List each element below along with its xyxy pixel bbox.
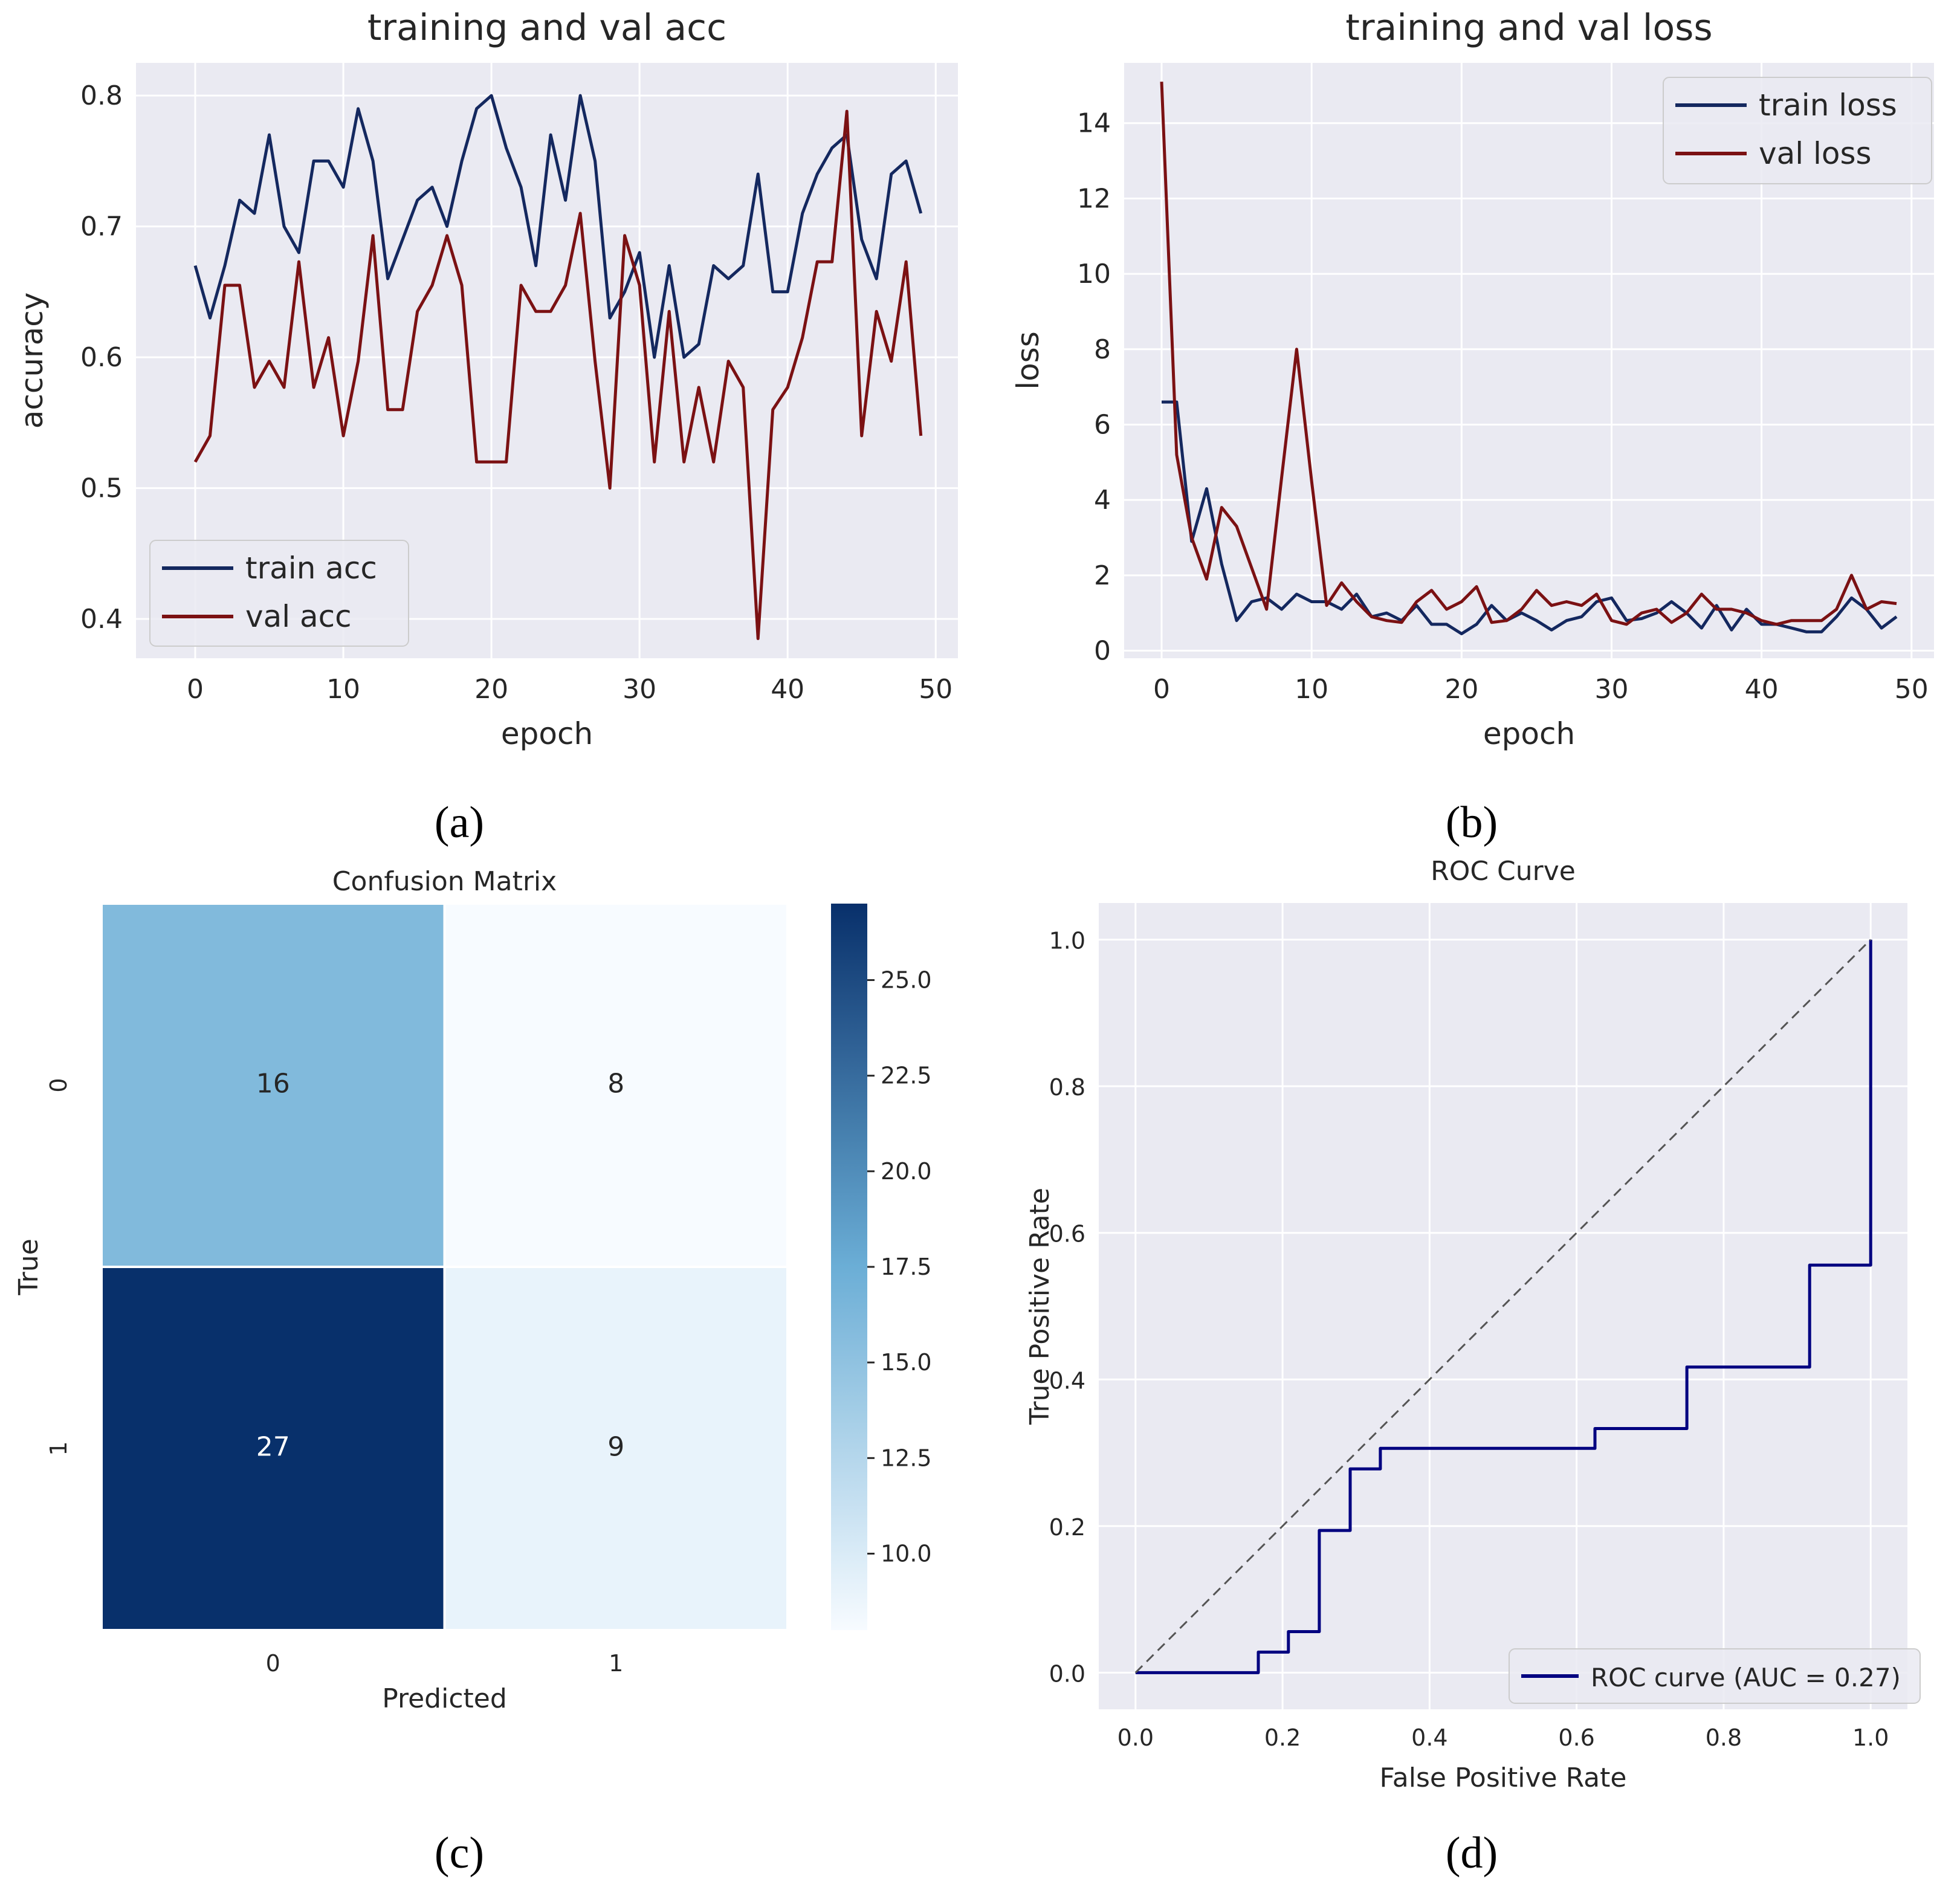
- series-line: [193, 109, 923, 640]
- legend-box: [1509, 1648, 1921, 1704]
- y-tick-label: 10: [1077, 259, 1111, 290]
- x-tick-label: 1: [609, 1650, 623, 1677]
- x-tick-label: 20: [474, 674, 508, 705]
- x-tick-label: 40: [771, 674, 804, 705]
- y-tick-label: 0.5: [80, 473, 123, 504]
- legend-label: ROC curve (AUC = 0.27): [1591, 1663, 1901, 1692]
- confusion-matrix-chart: Confusion Matrix 16 8 27 9 0 1 0 1 Predicted True 1…: [13, 866, 932, 1714]
- x-tick-label: 0.6: [1558, 1724, 1594, 1751]
- chart-title: training and val loss: [1345, 7, 1712, 49]
- y-tick-label: 14: [1077, 108, 1111, 139]
- series-line: [1160, 82, 1897, 626]
- panel-label-d: (d): [1446, 1828, 1498, 1878]
- y-tick-label: 0.2: [1049, 1514, 1085, 1541]
- y-axis-label: accuracy: [15, 293, 50, 429]
- y-tick-label: 0: [45, 1078, 72, 1092]
- y-tick-label: 0.4: [80, 604, 123, 635]
- y-tick-label: 0.0: [1049, 1660, 1085, 1687]
- panel-label-a: (a): [435, 798, 484, 847]
- colorbar-tick-label: 22.5: [881, 1063, 932, 1089]
- y-tick-label: 6: [1094, 409, 1111, 440]
- heatmap-cell: [100, 1266, 446, 1631]
- chart-title: training and val acc: [367, 7, 726, 49]
- cell-value: 27: [256, 1432, 290, 1463]
- x-tick-label: 20: [1444, 674, 1478, 705]
- x-tick-label: 10: [326, 674, 360, 705]
- y-tick-label: 0.8: [80, 80, 123, 111]
- x-axis-label: Predicted: [382, 1683, 507, 1714]
- x-tick-label: 0.4: [1411, 1724, 1447, 1751]
- x-tick-label: 0.0: [1117, 1724, 1154, 1751]
- x-tick-label: 0: [266, 1650, 280, 1677]
- y-tick-label: 2: [1094, 560, 1111, 591]
- accuracy-chart: 0 10 20 30 40 50 0.4 0.5 0.6 0.7 0.8 training and v…: [15, 7, 958, 751]
- y-tick-label: 0.7: [80, 212, 123, 242]
- x-tick-label: 0: [187, 674, 204, 705]
- loss-chart: 0 10 20 30 40 50 0 2 4 6 8 10 12 14 training and val l…: [1011, 7, 1934, 751]
- x-tick-label: 10: [1295, 674, 1328, 705]
- x-axis-label: False Positive Rate: [1380, 1762, 1627, 1793]
- x-tick-label: 0: [1153, 674, 1170, 705]
- legend-label: val loss: [1759, 136, 1872, 171]
- y-tick-label: 8: [1094, 334, 1111, 365]
- y-axis-label: True Positive Rate: [1024, 1188, 1055, 1425]
- y-axis-label: True: [13, 1238, 44, 1295]
- colorbar-tick-label: 20.0: [881, 1158, 932, 1185]
- y-tick-label: 0: [1094, 636, 1111, 667]
- y-tick-label: 0.6: [1049, 1221, 1085, 1248]
- roc-curve-chart: 0.0 0.2 0.4 0.6 0.8 1.0 0.0 0.2 0.4 0.6 0.8 1.0 ROC …: [1024, 856, 1921, 1793]
- x-tick-label: 50: [1895, 674, 1929, 705]
- cell-value: 9: [607, 1432, 624, 1463]
- colorbar-tick-label: 12.5: [881, 1445, 932, 1471]
- colorbar: [831, 904, 867, 1630]
- colorbar-tick-label: 17.5: [881, 1254, 932, 1280]
- legend-label: train acc: [245, 551, 377, 586]
- colorbar-tick-label: 15.0: [881, 1349, 932, 1376]
- legend-label: val acc: [245, 599, 352, 634]
- heatmap-cell: [100, 902, 446, 1268]
- x-tick-label: 0.8: [1706, 1724, 1742, 1751]
- series-line: [193, 94, 923, 359]
- panel-label-b: (b): [1446, 798, 1498, 847]
- y-tick-label: 0.4: [1049, 1367, 1085, 1394]
- x-axis-label: epoch: [501, 716, 593, 751]
- x-tick-label: 1.0: [1852, 1724, 1889, 1751]
- chart-title: ROC Curve: [1431, 856, 1576, 887]
- x-tick-label: 0.2: [1264, 1724, 1301, 1751]
- colorbar-tick-label: 10.0: [881, 1540, 932, 1567]
- series-line: [1135, 939, 1872, 1674]
- heatmap-cell: [443, 902, 789, 1268]
- x-axis-label: epoch: [1483, 716, 1575, 751]
- y-tick-label: 12: [1077, 183, 1111, 214]
- x-tick-label: 50: [919, 674, 953, 705]
- diagonal-reference-line: [1134, 939, 1872, 1674]
- colorbar-tick-label: 25.0: [881, 967, 932, 994]
- cell-value: 8: [607, 1069, 624, 1099]
- x-tick-label: 30: [1594, 674, 1628, 705]
- y-axis-label: loss: [1011, 331, 1046, 390]
- y-tick-label: 1: [45, 1441, 72, 1455]
- chart-title: Confusion Matrix: [332, 866, 557, 897]
- panel-label-c: (c): [435, 1828, 484, 1878]
- x-tick-label: 40: [1745, 674, 1779, 705]
- heatmap-cell: [443, 1266, 789, 1631]
- cell-value: 16: [256, 1069, 290, 1099]
- y-tick-label: 0.6: [80, 342, 123, 373]
- y-tick-label: 4: [1094, 485, 1111, 516]
- y-tick-label: 0.8: [1049, 1074, 1085, 1101]
- x-tick-label: 30: [623, 674, 656, 705]
- legend-label: train loss: [1759, 88, 1897, 123]
- y-tick-label: 1.0: [1049, 928, 1085, 954]
